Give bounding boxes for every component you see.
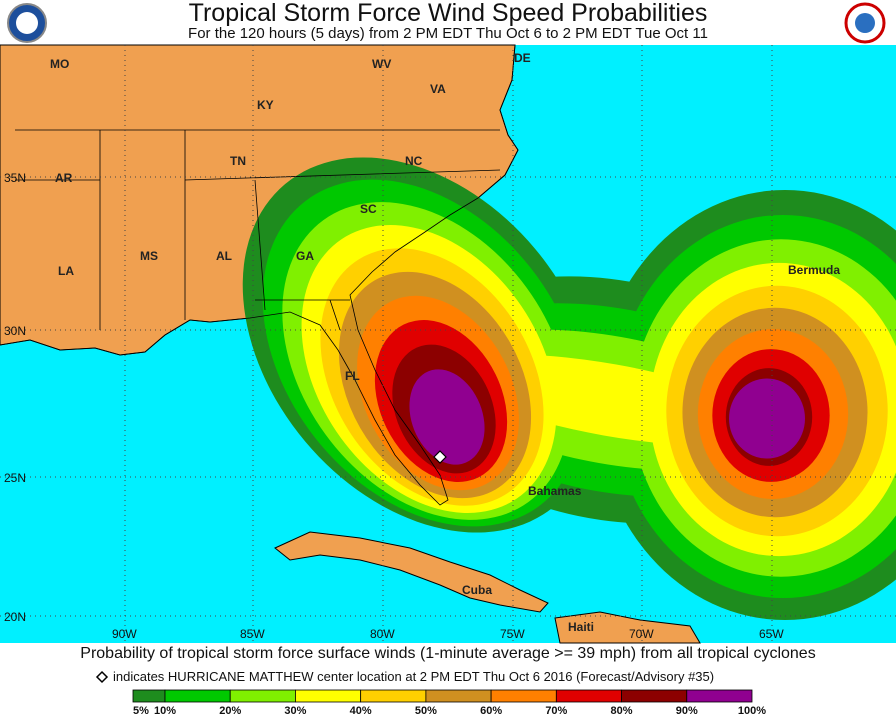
probability-contours xyxy=(242,157,896,620)
legend-swatch xyxy=(686,689,753,703)
noaa-logo-inner xyxy=(16,12,38,34)
legend: 5% 10% 20% 30% 40% 50% 60% 70% 80% 90% 100% xyxy=(132,689,766,717)
hispaniola xyxy=(554,611,701,644)
title: Tropical Storm Force Wind Speed Probabil… xyxy=(189,0,708,27)
lon-label: 75W xyxy=(500,627,525,641)
lon-label: 85W xyxy=(240,627,265,641)
lat-label: 25N xyxy=(4,471,26,485)
place-label: KY xyxy=(257,98,274,112)
legend-label: 80% xyxy=(611,705,633,716)
legend-label: 5% xyxy=(133,705,149,716)
place-label: TN xyxy=(230,154,246,168)
legend-label: 90% xyxy=(676,705,698,716)
note: indicates HURRICANE MATTHEW center locat… xyxy=(113,669,714,684)
place-label: AL xyxy=(216,249,232,263)
contour-east xyxy=(729,378,805,459)
legend-label: 60% xyxy=(480,705,502,716)
footer: Probability of tropical storm force surf… xyxy=(80,645,815,717)
lat-label: 30N xyxy=(4,324,26,338)
place-label: DE xyxy=(514,51,531,65)
place-label: Bahamas xyxy=(528,484,582,498)
lat-label: 35N xyxy=(4,171,26,185)
place-label: Cuba xyxy=(462,583,492,597)
storm-center xyxy=(433,450,447,464)
nws-logo-inner xyxy=(855,13,875,33)
legend-swatch xyxy=(360,689,427,703)
header: Tropical Storm Force Wind Speed Probabil… xyxy=(7,0,886,44)
cuba xyxy=(274,531,549,613)
center-symbol xyxy=(95,670,109,684)
map: MO WV DE VA KY TN NC AR SC MS AL GA LA F… xyxy=(0,44,896,644)
grid-labels: 35N 30N 25N 20N 90W 85W 80W 75W 70W 65W xyxy=(4,171,784,641)
caption: Probability of tropical storm force surf… xyxy=(80,645,815,662)
place-labels: MO WV DE VA KY TN NC AR SC MS AL GA LA F… xyxy=(50,51,840,634)
legend-swatch xyxy=(229,689,296,703)
subtitle: For the 120 hours (5 days) from 2 PM EDT… xyxy=(188,25,708,42)
legend-label: 30% xyxy=(284,705,306,716)
legend-swatch xyxy=(621,689,688,703)
legend-swatch xyxy=(490,689,557,703)
legend-label: 70% xyxy=(545,705,567,716)
place-label: SC xyxy=(360,202,377,216)
legend-swatch xyxy=(132,689,166,703)
place-label: MO xyxy=(50,57,69,71)
place-label: MS xyxy=(140,249,158,263)
legend-label: 20% xyxy=(219,705,241,716)
place-label: GA xyxy=(296,249,314,263)
legend-swatch xyxy=(555,689,622,703)
lon-label: 80W xyxy=(370,627,395,641)
legend-label: 40% xyxy=(350,705,372,716)
boundaries xyxy=(0,44,519,506)
legend-swatch xyxy=(425,689,492,703)
lat-label: 20N xyxy=(4,610,26,624)
lon-label: 65W xyxy=(759,627,784,641)
place-label: VA xyxy=(430,82,446,96)
place-label: LA xyxy=(58,264,74,278)
place-label: FL xyxy=(345,369,360,383)
legend-swatch xyxy=(164,689,231,703)
legend-label: 10% xyxy=(154,705,176,716)
lon-label: 70W xyxy=(629,627,654,641)
place-label: WV xyxy=(372,57,391,71)
legend-swatch xyxy=(295,689,362,703)
place-label: Bermuda xyxy=(788,263,840,277)
place-label: Haiti xyxy=(568,620,594,634)
lon-label: 90W xyxy=(112,627,137,641)
place-label: NC xyxy=(405,154,423,168)
legend-label: 50% xyxy=(415,705,437,716)
contour-west xyxy=(409,369,485,465)
legend-label: 100% xyxy=(738,705,766,716)
place-label: AR xyxy=(55,171,73,185)
